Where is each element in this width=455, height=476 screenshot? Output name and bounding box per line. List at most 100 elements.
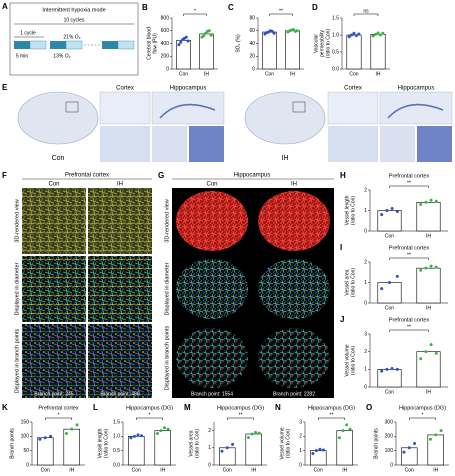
y-tick-label: 3: [364, 331, 367, 337]
x-tick-label: Con: [132, 467, 141, 473]
significance-bracket: [409, 417, 436, 420]
panel-label: G: [158, 171, 164, 180]
data-point: [419, 202, 423, 206]
x-tick-label: Con: [349, 71, 358, 77]
annotation: 21% O₂: [63, 34, 80, 40]
data-point: [314, 449, 318, 453]
bar: [377, 282, 402, 304]
row-label: Displayed in branch points: [164, 325, 170, 390]
x-tick-label: IH: [69, 467, 74, 473]
row-label: Displayed in diameter: [14, 262, 20, 315]
cortex-zoom: [328, 126, 378, 162]
group-label: IH: [291, 182, 297, 188]
bar: [370, 34, 386, 70]
bar: [416, 202, 441, 232]
data-point: [184, 35, 188, 39]
significance: *: [58, 412, 60, 418]
y-tick-label: 0.0: [332, 66, 339, 72]
data-point: [390, 206, 394, 210]
y-tick-label: 50: [23, 448, 29, 454]
y-tick-label: 150: [21, 419, 30, 425]
data-point: [429, 343, 433, 347]
data-point: [341, 429, 345, 433]
bar: [400, 447, 418, 466]
data-point: [388, 281, 391, 284]
bar: [245, 433, 263, 466]
y-tick-label: 0.5: [332, 49, 339, 55]
significance: *: [149, 412, 151, 418]
x-tick-label: IH: [433, 467, 438, 473]
data-point: [254, 430, 258, 434]
significance: *: [422, 412, 424, 418]
y-axis-label: SO₂ (%): [235, 34, 241, 53]
annotation: 10 cycles: [64, 17, 85, 23]
x-tick-label: Con: [223, 467, 232, 473]
y-axis-label: Vessel length: [97, 428, 103, 458]
panel-label: L: [93, 403, 98, 412]
y-axis-label: (ratio to Con): [194, 429, 200, 459]
hippocampus-stain: [159, 103, 216, 119]
bar: [128, 436, 145, 466]
significance: **: [239, 412, 243, 418]
data-point: [424, 266, 428, 270]
cortex-image: [99, 91, 151, 125]
data-point: [140, 434, 144, 438]
panel-label: E: [2, 83, 8, 92]
panel-label: B: [142, 3, 148, 12]
vessel-image: [176, 328, 248, 388]
hypoxia-block: [14, 41, 30, 49]
annotation: 13% O₂: [53, 53, 70, 59]
data-point: [385, 209, 389, 212]
region-label: Hippocampus: [170, 86, 207, 92]
hypoxia-block: [102, 41, 118, 49]
y-axis-label: (ratio to Con): [325, 29, 331, 59]
y-axis-label: (ratio to Con): [350, 346, 356, 376]
x-tick-label: IH: [204, 71, 209, 77]
y-tick-label: 100: [21, 434, 30, 440]
hippo-zoom: [152, 126, 187, 162]
y-tick-label: 0: [299, 462, 302, 468]
data-point: [413, 442, 417, 445]
panel-label: I: [340, 243, 342, 252]
y-tick-label: 80: [249, 15, 255, 21]
hippo-zoom: [417, 126, 452, 162]
y-tick-label: 200: [385, 434, 394, 440]
data-point: [434, 265, 438, 269]
data-point: [311, 452, 315, 456]
bar: [416, 351, 441, 388]
bar: [199, 33, 214, 70]
x-tick-label: IH: [160, 467, 165, 473]
y-tick-label: 0: [364, 384, 367, 390]
normoxia-block: [117, 40, 135, 50]
y-tick-label: 0.0: [113, 462, 120, 468]
y-tick-label: 2: [364, 349, 367, 355]
y-axis-label: Cerebral blood: [146, 27, 152, 60]
data-point: [64, 431, 68, 435]
significance-bracket: [389, 185, 429, 188]
bar: [336, 430, 353, 466]
data-point: [257, 431, 261, 435]
data-point: [395, 367, 399, 371]
data-point: [272, 31, 276, 35]
data-point: [186, 39, 190, 43]
significance-bracket: [353, 13, 379, 16]
group-label: Con: [206, 182, 217, 188]
y-tick-label: 1: [299, 448, 302, 454]
data-point: [380, 369, 384, 373]
brain-con: [17, 91, 225, 162]
data-point: [179, 40, 183, 44]
hypoxia-block: [50, 41, 66, 49]
panel-label: O: [366, 403, 372, 412]
significance-bracket: [183, 13, 207, 16]
data-point: [429, 264, 433, 268]
x-tick-label: Con: [314, 467, 323, 473]
y-tick-label: 1: [208, 445, 211, 451]
significance: **: [407, 252, 411, 258]
y-axis-label: Vessel area: [188, 430, 194, 456]
inset-box: [292, 101, 306, 113]
hippo-zoom: [380, 126, 415, 162]
data-point: [419, 268, 423, 272]
y-tick-label: 0: [364, 300, 367, 306]
vessel-image: [258, 259, 330, 319]
x-tick-label: IH: [426, 233, 431, 239]
